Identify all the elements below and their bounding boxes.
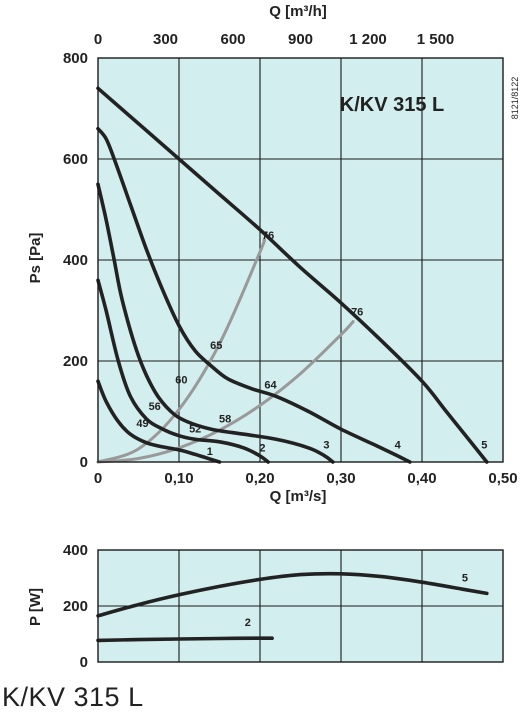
x-tick-label: 0,20 bbox=[245, 470, 274, 487]
efficiency-label: 60 bbox=[175, 375, 187, 387]
curve-number-label: 2 bbox=[259, 442, 265, 454]
y-tick-label: 200 bbox=[63, 598, 88, 615]
y-tick-label: 0 bbox=[80, 654, 88, 671]
side-code: 8121/8122 bbox=[510, 77, 520, 120]
x-tick-label: 0,50 bbox=[488, 470, 517, 487]
efficiency-label: 76 bbox=[351, 307, 363, 319]
pressure-chart-frame bbox=[97, 57, 504, 463]
efficiency-label: 49 bbox=[136, 418, 148, 430]
top-axis-ticks: 0 300 600 900 1 200 1 500 bbox=[94, 31, 454, 48]
system-curve bbox=[96, 320, 355, 464]
top-tick-label: 1 200 bbox=[349, 31, 387, 48]
top-tick-label: 300 bbox=[153, 31, 178, 48]
curve-number-label: 2 bbox=[245, 617, 251, 629]
system-curve bbox=[96, 238, 267, 464]
power-chart-frame bbox=[97, 549, 504, 663]
power-curve-5 bbox=[96, 571, 489, 618]
y-tick-label: 400 bbox=[63, 252, 88, 269]
efficiency-label: 52 bbox=[189, 424, 201, 436]
y-tick-label: 0 bbox=[80, 454, 88, 471]
top-tick-label: 1 500 bbox=[417, 31, 455, 48]
y-tick-label: 200 bbox=[63, 353, 88, 370]
fan-curve-5 bbox=[96, 86, 489, 464]
efficiency-label: 64 bbox=[264, 380, 277, 392]
pressure-chart-series bbox=[96, 86, 489, 464]
curve-number-label: 1 bbox=[207, 446, 213, 458]
footer-model-title: K/KV 315 L bbox=[2, 682, 144, 712]
curve-number-label: 3 bbox=[323, 439, 329, 451]
fan-curve-4 bbox=[96, 126, 412, 464]
y-tick-label: 600 bbox=[63, 151, 88, 168]
fan-curve-1 bbox=[96, 379, 222, 464]
chart-title: K/KV 315 L bbox=[340, 94, 444, 116]
pressure-chart-grid bbox=[98, 58, 503, 462]
power-y-axis-title: P [W] bbox=[27, 588, 44, 626]
curve-number-label: 5 bbox=[481, 439, 487, 451]
top-tick-label: 900 bbox=[288, 31, 313, 48]
x-tick-label: 0,40 bbox=[407, 470, 436, 487]
efficiency-label: 56 bbox=[149, 401, 161, 413]
top-tick-label: 600 bbox=[220, 31, 245, 48]
efficiency-label: 58 bbox=[219, 414, 231, 426]
top-tick-label: 0 bbox=[94, 31, 102, 48]
efficiency-label: 76 bbox=[262, 230, 274, 242]
fan-curve-3 bbox=[96, 182, 335, 464]
efficiency-label: 65 bbox=[210, 340, 222, 352]
x-tick-label: 0 bbox=[94, 470, 102, 487]
power-chart-series bbox=[96, 571, 489, 643]
curve-number-label: 4 bbox=[395, 439, 402, 451]
x-tick-label: 0,10 bbox=[164, 470, 193, 487]
fan-curve-2 bbox=[96, 278, 270, 464]
curve-number-label: 5 bbox=[462, 572, 468, 584]
y-tick-label: 800 bbox=[63, 50, 88, 67]
power-y-axis-ticks: 0 200 400 bbox=[63, 542, 88, 671]
y-axis-title: Ps [Pa] bbox=[27, 233, 44, 284]
x-tick-label: 0,30 bbox=[326, 470, 355, 487]
power-curve-2 bbox=[96, 636, 274, 643]
y-axis-ticks: 0 200 400 600 800 bbox=[63, 50, 88, 471]
y-tick-label: 400 bbox=[63, 542, 88, 559]
power-chart-grid bbox=[98, 550, 503, 662]
power-chart-labels: 25 bbox=[245, 572, 468, 629]
x-axis-title: Q [m³/s] bbox=[270, 488, 327, 505]
x-axis-ticks: 0 0,10 0,20 0,30 0,40 0,50 bbox=[94, 470, 518, 487]
top-axis-title: Q [m³/h] bbox=[269, 3, 327, 20]
